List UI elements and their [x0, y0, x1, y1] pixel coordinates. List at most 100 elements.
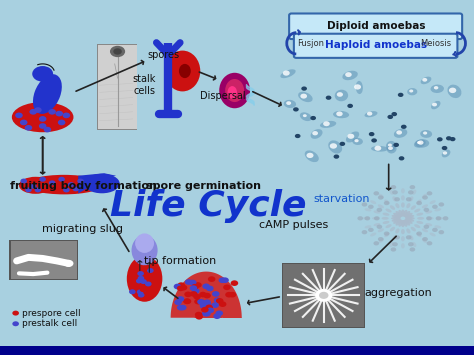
Circle shape — [391, 247, 396, 252]
Circle shape — [135, 266, 141, 271]
Ellipse shape — [414, 140, 426, 148]
Circle shape — [422, 78, 427, 82]
Circle shape — [49, 180, 55, 185]
Ellipse shape — [352, 138, 363, 145]
Circle shape — [147, 268, 154, 273]
Ellipse shape — [225, 79, 244, 102]
Circle shape — [68, 182, 74, 187]
Ellipse shape — [425, 211, 432, 214]
Circle shape — [137, 289, 143, 294]
Ellipse shape — [333, 111, 349, 118]
Circle shape — [73, 186, 79, 191]
Circle shape — [406, 197, 411, 201]
Circle shape — [367, 111, 373, 116]
Ellipse shape — [365, 208, 372, 212]
Circle shape — [355, 139, 359, 142]
Text: Meiosis: Meiosis — [420, 39, 452, 48]
Polygon shape — [78, 173, 116, 193]
Ellipse shape — [395, 211, 402, 217]
Circle shape — [30, 184, 36, 189]
Circle shape — [173, 284, 181, 289]
Ellipse shape — [382, 217, 389, 220]
Text: aggregation: aggregation — [365, 288, 432, 298]
Bar — [98, 45, 137, 129]
Circle shape — [399, 156, 404, 160]
Text: Fusjon: Fusjon — [297, 39, 324, 48]
Circle shape — [432, 228, 438, 232]
Circle shape — [315, 289, 332, 302]
Ellipse shape — [374, 211, 381, 214]
Circle shape — [129, 289, 136, 294]
Circle shape — [334, 154, 339, 159]
Ellipse shape — [392, 218, 401, 222]
Circle shape — [207, 307, 214, 313]
Ellipse shape — [365, 225, 372, 228]
Ellipse shape — [395, 203, 400, 208]
Circle shape — [180, 285, 187, 290]
Circle shape — [179, 305, 187, 310]
Ellipse shape — [390, 242, 394, 247]
Text: fruiting body formation: fruiting body formation — [9, 181, 156, 191]
Ellipse shape — [135, 234, 154, 253]
Circle shape — [137, 271, 144, 276]
Circle shape — [35, 187, 41, 192]
Text: starvation: starvation — [313, 194, 370, 204]
Circle shape — [391, 185, 396, 189]
Circle shape — [362, 202, 367, 207]
Circle shape — [449, 88, 456, 93]
Ellipse shape — [300, 112, 312, 121]
Circle shape — [387, 115, 393, 119]
Circle shape — [422, 237, 428, 241]
Circle shape — [408, 242, 414, 246]
Circle shape — [312, 131, 318, 135]
Ellipse shape — [379, 238, 384, 243]
Circle shape — [202, 311, 210, 316]
Circle shape — [184, 299, 191, 304]
Circle shape — [34, 107, 42, 113]
Circle shape — [15, 113, 23, 118]
Circle shape — [371, 138, 377, 143]
Circle shape — [136, 286, 143, 291]
Circle shape — [408, 190, 414, 195]
Circle shape — [25, 125, 32, 131]
Ellipse shape — [379, 194, 384, 198]
Ellipse shape — [406, 203, 410, 208]
Circle shape — [140, 287, 146, 292]
Ellipse shape — [328, 140, 342, 153]
Circle shape — [203, 300, 211, 305]
Circle shape — [130, 273, 137, 278]
Ellipse shape — [401, 188, 405, 193]
Circle shape — [392, 190, 398, 195]
Circle shape — [357, 216, 363, 220]
Circle shape — [438, 202, 444, 207]
Circle shape — [110, 46, 125, 57]
Ellipse shape — [342, 71, 358, 80]
Ellipse shape — [416, 233, 421, 237]
Circle shape — [295, 134, 301, 138]
Ellipse shape — [392, 235, 397, 240]
Circle shape — [213, 313, 221, 319]
Circle shape — [396, 130, 402, 135]
Circle shape — [137, 287, 144, 292]
Circle shape — [374, 191, 379, 196]
Ellipse shape — [414, 208, 420, 212]
Circle shape — [427, 241, 432, 245]
Text: migrating slug: migrating slug — [43, 224, 123, 234]
Circle shape — [58, 177, 65, 182]
Ellipse shape — [416, 213, 423, 216]
Circle shape — [77, 179, 84, 184]
Ellipse shape — [417, 217, 424, 220]
Circle shape — [183, 299, 191, 304]
Circle shape — [20, 120, 27, 125]
Ellipse shape — [378, 228, 384, 232]
Circle shape — [330, 143, 337, 149]
Circle shape — [63, 113, 70, 118]
Circle shape — [394, 197, 400, 201]
Circle shape — [406, 235, 411, 240]
Circle shape — [368, 228, 374, 232]
Circle shape — [194, 282, 202, 288]
Circle shape — [374, 241, 379, 245]
Circle shape — [48, 109, 56, 115]
Ellipse shape — [165, 50, 200, 92]
Circle shape — [362, 230, 367, 234]
